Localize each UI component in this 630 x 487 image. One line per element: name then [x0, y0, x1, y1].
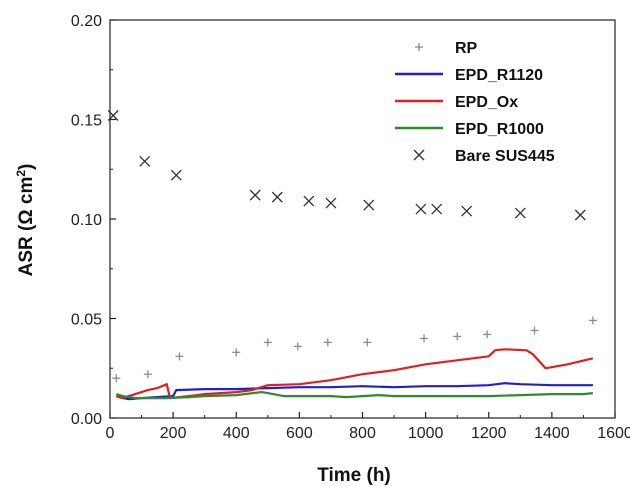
cross-b: [574, 209, 586, 221]
data-point: [431, 203, 443, 215]
x-tick-label: 400: [223, 425, 250, 442]
data-point: [107, 110, 119, 121]
cross-b: [170, 169, 182, 181]
series-line: [115, 348, 594, 400]
data-point: [514, 207, 526, 219]
y-axis-label: ASR (Ω cm2): [14, 164, 37, 277]
cross-b: [431, 203, 443, 215]
legend-item: RP: [415, 40, 478, 57]
data-point: [170, 169, 182, 181]
legend-label: RP: [455, 40, 478, 57]
data-point: [175, 352, 184, 361]
cross-b: [461, 205, 473, 217]
cross-b: [413, 149, 425, 161]
legend-label: EPD_R1120: [455, 67, 543, 84]
x-tick-label: 1200: [471, 425, 507, 442]
x-tick-label: 1000: [408, 425, 444, 442]
data-point: [303, 195, 315, 207]
y-tick-label: 0.05: [71, 312, 102, 329]
data-point: [420, 334, 429, 343]
cross-b: [249, 189, 261, 201]
legend-item: EPD_Ox: [395, 94, 518, 111]
x-axis-label: Time (h): [317, 465, 391, 486]
data-point: [415, 203, 427, 215]
x-tick-label: 1600: [597, 425, 630, 442]
series-layer: [107, 110, 597, 401]
series-epd-r1000: [115, 391, 594, 400]
cross-b: [415, 203, 427, 215]
data-point: [271, 191, 283, 203]
x-tick-label: 200: [160, 425, 187, 442]
y-axis-label-main: ASR (Ω cm: [16, 177, 37, 277]
data-point: [453, 332, 462, 341]
y-tick-label: 0.15: [71, 113, 102, 130]
legend-label: Bare SUS445: [455, 148, 555, 165]
data-point: [574, 209, 586, 221]
series-bare-sus445: [107, 110, 586, 221]
data-point: [263, 338, 272, 347]
data-point: [461, 205, 473, 217]
data-point: [363, 338, 372, 347]
y-tick-label: 0.10: [71, 212, 102, 229]
x-tick-label: 600: [286, 425, 313, 442]
series-line: [115, 391, 594, 400]
legend-item: Bare SUS445: [413, 148, 555, 165]
data-point: [325, 197, 337, 209]
series-epd-ox: [115, 348, 594, 400]
data-point: [232, 348, 241, 357]
data-point: [143, 370, 152, 379]
cross-b: [363, 199, 375, 211]
cross-b: [107, 110, 119, 121]
data-point: [530, 326, 539, 335]
data-point: [112, 374, 121, 383]
legend-swatch: [415, 43, 423, 51]
cross-b: [303, 195, 315, 207]
x-tick-label: 1400: [534, 425, 570, 442]
data-point: [293, 342, 302, 351]
data-point: [588, 316, 597, 325]
legend-swatch: [413, 149, 425, 161]
y-axis-label-tail: ): [16, 164, 37, 170]
legend-label: EPD_Ox: [455, 94, 518, 111]
y-tick-label: 0.00: [71, 411, 102, 428]
data-point: [249, 189, 261, 201]
cross-b: [325, 197, 337, 209]
cross-b: [514, 207, 526, 219]
x-tick-label: 800: [349, 425, 376, 442]
x-tick-label: 0: [106, 425, 115, 442]
y-tick-label: 0.20: [71, 13, 102, 30]
legend: RP EPD_R1120 EPD_Ox EPD_R1000 Bare SUS445: [395, 40, 555, 165]
legend-item: EPD_R1000: [395, 121, 544, 138]
data-point: [139, 155, 151, 167]
legend-item: EPD_R1120: [395, 67, 543, 84]
ticks-layer: 0 200 400 600 800 1000 1200 1400 1600 0.00 0.05 0.1…: [71, 13, 630, 442]
series-rp: [112, 316, 597, 383]
legend-label: EPD_R1000: [455, 121, 544, 138]
cross-b: [271, 191, 283, 203]
cross-b: [139, 155, 151, 167]
data-point: [483, 330, 492, 339]
data-point: [363, 199, 375, 211]
data-point: [323, 338, 332, 347]
y-axis-label-sup: 2: [14, 170, 28, 177]
